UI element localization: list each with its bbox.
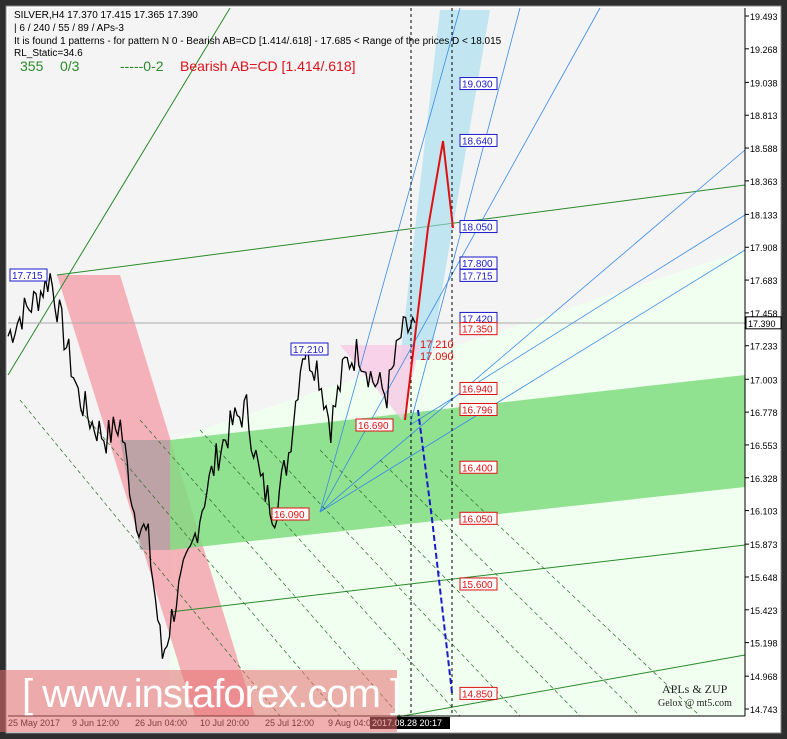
price-tick-label: 16.553 — [750, 441, 778, 451]
price-tick-label: 16.103 — [750, 507, 778, 517]
params-line: | 6 / 240 / 55 / 89 / APs-3 — [14, 23, 124, 34]
level-label: 18.050 — [462, 223, 493, 234]
red-projection — [404, 140, 454, 421]
pivot-label: 17.715 — [12, 271, 43, 282]
price-tick-label: 17.683 — [750, 276, 778, 286]
level-label: 16.940 — [462, 384, 493, 395]
pivot-label: 16.090 — [274, 510, 305, 521]
price-tick-label: 18.133 — [750, 210, 778, 220]
fib-line — [319, 449, 581, 717]
pivot-label: 17.210 — [293, 345, 324, 356]
price-tick-label: 19.493 — [750, 12, 778, 22]
price-tick-label: 18.588 — [750, 144, 778, 154]
credits-title: APLs & ZUP — [662, 682, 728, 696]
watermark-band — [0, 670, 397, 732]
current-price-box — [745, 316, 782, 330]
price-tick-label: 14.968 — [750, 672, 778, 682]
pivot-label-box — [9, 268, 48, 282]
pivot-label-box — [271, 507, 310, 521]
level-label-box — [459, 133, 498, 147]
fib-line — [79, 409, 341, 717]
fan-line — [409, 7, 521, 426]
level-label-box — [459, 460, 498, 474]
channel-upper-line — [56, 184, 746, 276]
blue-projection — [417, 409, 453, 694]
level-label-box — [459, 511, 498, 525]
level-label-box — [459, 220, 498, 234]
level-label-box — [459, 268, 498, 282]
fib-line — [439, 469, 701, 717]
pattern-line: It is found 1 patterns - for pattern N 0… — [14, 36, 502, 47]
price-tick-label: 16.778 — [750, 408, 778, 418]
price-tick-label: 16.328 — [750, 474, 778, 484]
green-channel — [170, 375, 745, 550]
price-tick-label: 17.003 — [750, 375, 778, 385]
static-line: RL_Static=34.6 — [14, 48, 83, 59]
pivot-label: 16.690 — [358, 421, 389, 432]
symbol-line: SILVER,H4 17.370 17.415 17.365 17.390 — [14, 10, 198, 21]
level-label: 16.050 — [462, 514, 493, 525]
count-2: 0/3 — [60, 58, 80, 74]
count-1: 355 — [20, 58, 44, 74]
fib-line — [139, 419, 401, 717]
pivot-label-box — [290, 342, 329, 356]
level-label: 18.640 — [462, 136, 493, 147]
level-label-box — [459, 322, 498, 336]
gray-overlap — [120, 440, 170, 550]
credits-author: Gelox @ mt5.com — [658, 698, 732, 709]
projection-text: 17.090 — [420, 351, 454, 363]
level-label-box — [459, 381, 498, 395]
price-tick-label: 19.268 — [750, 45, 778, 55]
level-label: 17.420 — [462, 314, 493, 325]
projection-text: 17.210 — [420, 339, 454, 351]
level-label: 17.800 — [462, 259, 493, 270]
pattern-triangle — [340, 345, 420, 420]
level-label: 16.796 — [462, 405, 493, 416]
count-3: -----0-2 — [120, 58, 164, 74]
price-series — [7, 273, 416, 659]
price-tick-label: 18.363 — [750, 177, 778, 187]
price-tick-label: 15.198 — [750, 639, 778, 649]
level-label-box — [459, 77, 498, 91]
price-tick-label: 15.873 — [750, 540, 778, 550]
level-label: 15.600 — [462, 580, 493, 591]
level-label: 14.850 — [462, 689, 493, 700]
channel-lower-line — [169, 544, 746, 613]
time-marker-label: 2017.08.28 20:17 — [372, 718, 442, 728]
fib-line — [199, 429, 461, 717]
price-tick-label: 17.458 — [750, 309, 778, 319]
price-tick-label: 18.813 — [750, 111, 778, 121]
current-price-label: 17.390 — [748, 319, 776, 329]
level-label: 17.715 — [462, 271, 493, 282]
level-label: 19.030 — [462, 80, 493, 91]
price-tick-label: 17.233 — [750, 342, 778, 352]
fan-line — [319, 249, 746, 513]
price-tick-label: 17.908 — [750, 243, 778, 253]
fan-line — [319, 149, 746, 513]
price-tick-label: 14.743 — [750, 705, 778, 715]
trend-line — [7, 7, 231, 376]
fib-line — [259, 439, 521, 717]
fib-line — [379, 459, 641, 717]
price-tick-label: 15.648 — [750, 573, 778, 583]
channel-bottom-line — [379, 654, 746, 721]
pattern-name: Bearish AB=CD [1.414/.618] — [180, 58, 356, 74]
watermark: [ www.instaforex.com ] — [22, 672, 401, 716]
price-tick-label: 19.038 — [750, 78, 778, 88]
price-tick-label: 15.423 — [750, 606, 778, 616]
level-label: 16.400 — [462, 463, 493, 474]
level-label-box — [459, 577, 498, 591]
level-label: 17.350 — [462, 325, 493, 336]
level-label-box — [459, 402, 498, 416]
pivot-label-box — [355, 418, 394, 432]
level-label-box — [459, 686, 498, 700]
fan-line — [319, 7, 461, 513]
